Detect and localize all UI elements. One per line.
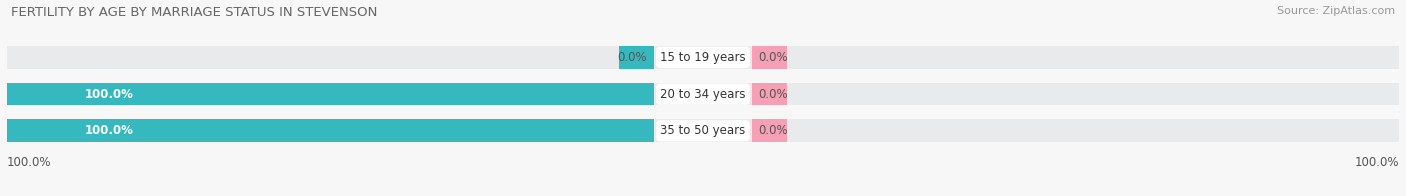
Bar: [7, 83, 654, 105]
Text: 15 to 19 years: 15 to 19 years: [661, 51, 745, 64]
Text: 100.0%: 100.0%: [7, 156, 52, 169]
Text: 100.0%: 100.0%: [84, 124, 134, 137]
Text: 0.0%: 0.0%: [759, 88, 789, 101]
Bar: [7, 46, 1399, 69]
Bar: [7, 83, 1399, 105]
Text: 0.0%: 0.0%: [759, 51, 789, 64]
Bar: [7, 119, 1399, 142]
Text: Source: ZipAtlas.com: Source: ZipAtlas.com: [1277, 6, 1395, 16]
Bar: [752, 46, 786, 69]
Bar: [752, 83, 786, 105]
Text: 100.0%: 100.0%: [1354, 156, 1399, 169]
Text: 20 to 34 years: 20 to 34 years: [661, 88, 745, 101]
Text: 0.0%: 0.0%: [759, 124, 789, 137]
Bar: [752, 119, 786, 142]
Text: 100.0%: 100.0%: [84, 88, 134, 101]
Text: 0.0%: 0.0%: [617, 51, 647, 64]
Bar: [620, 46, 654, 69]
Bar: [7, 119, 654, 142]
Text: 35 to 50 years: 35 to 50 years: [661, 124, 745, 137]
Bar: [620, 83, 654, 105]
Text: FERTILITY BY AGE BY MARRIAGE STATUS IN STEVENSON: FERTILITY BY AGE BY MARRIAGE STATUS IN S…: [11, 6, 378, 19]
Bar: [620, 119, 654, 142]
